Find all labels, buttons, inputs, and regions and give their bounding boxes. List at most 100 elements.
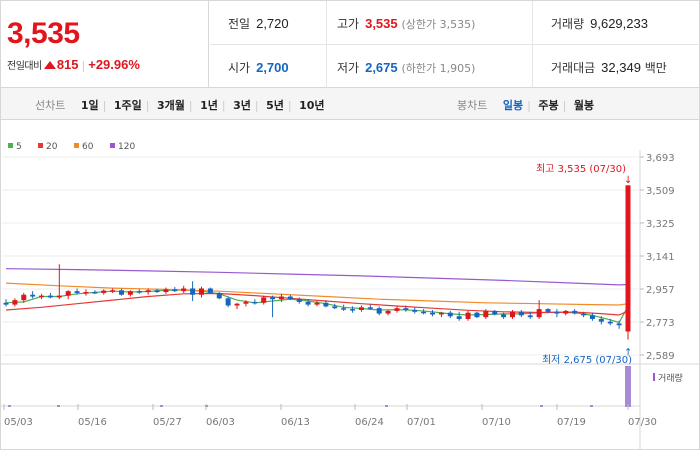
candle-body	[341, 308, 347, 310]
volume-bar	[8, 405, 11, 407]
candle-body	[350, 309, 356, 311]
x-tick-label: 05/16	[78, 417, 107, 428]
period-1y-button[interactable]: 1년	[200, 99, 218, 112]
candle-body	[207, 288, 213, 293]
candle-body	[456, 316, 462, 319]
candle-body	[589, 315, 595, 319]
period-10y-button[interactable]: 10년	[299, 99, 325, 112]
candle-body	[21, 294, 27, 301]
date-axis: 05/03 05/16 05/27 06/03 06/13 06/24 07/01 07/10…	[3, 404, 657, 428]
up-arrow-icon	[43, 61, 56, 69]
chart-gridlines	[0, 150, 700, 450]
candle-body	[492, 310, 498, 315]
candle-body	[101, 290, 107, 293]
candle-body	[119, 290, 125, 295]
candle-monthly-button[interactable]: 월봉	[573, 99, 595, 112]
high-annotation: 최고 3,535 (07/30)	[536, 163, 626, 175]
current-price: 3,535	[7, 17, 80, 50]
legend-label-60: 60	[82, 142, 94, 152]
candle-body	[172, 289, 178, 292]
quote-grid: 전일 2,720 고가 3,535 (상한가 3,535) 거래량 9,629,233…	[210, 1, 700, 88]
legend-swatch-20	[38, 143, 43, 148]
candlesticks	[3, 185, 631, 340]
ma-legend: 5 20 60 120	[8, 142, 135, 152]
grid-divider	[326, 1, 327, 88]
candle-body	[65, 291, 71, 296]
legend-label-120: 120	[118, 142, 135, 152]
y-tick-label: 2,957	[646, 285, 675, 296]
candle-body	[358, 307, 364, 310]
chart-toolbar: 선차트 1일 | 1주일 | 3개월 | 1년 | 3년 | 5년 | 10년 봉차트 일봉…	[0, 88, 700, 120]
candle-body	[92, 292, 98, 294]
candle-weekly-button[interactable]: 주봉	[538, 99, 559, 112]
change-amount: 815	[56, 57, 79, 72]
candle-body	[181, 288, 187, 292]
candle-body	[332, 306, 338, 309]
candle-body	[323, 302, 329, 307]
x-tick-label: 05/27	[153, 417, 182, 428]
period-1w-button[interactable]: 1주일	[113, 99, 142, 112]
candle-body	[243, 301, 249, 304]
candle-body	[394, 308, 400, 311]
divider: |	[81, 59, 86, 72]
quote-low: 저가 2,675 (하한가 1,905)	[337, 60, 476, 75]
x-tick-label: 07/10	[482, 417, 511, 428]
period-3y-button[interactable]: 3년	[233, 99, 251, 112]
x-tick-label: 07/01	[407, 417, 436, 428]
candle-body	[30, 294, 36, 297]
candle-body	[261, 297, 267, 303]
ma-line-20	[5, 292, 629, 316]
candle-body	[225, 298, 231, 306]
ma-line-120	[5, 268, 629, 286]
period-1d-button[interactable]: 1일	[80, 99, 99, 112]
candle-daily-button[interactable]: 일봉	[502, 99, 524, 112]
candle-body	[314, 302, 320, 305]
legend-label-5: 5	[16, 142, 22, 152]
low-annotation: 최저 2,675 (07/30)	[542, 354, 632, 366]
volume-legend-label: 거래량	[658, 372, 683, 384]
candle-body	[501, 314, 507, 318]
candle-body	[56, 295, 62, 298]
candle-body	[430, 312, 436, 315]
legend-label-20: 20	[46, 142, 58, 152]
line-chart-periods: 선차트 1일 | 1주일 | 3개월 | 1년 | 3년 | 5년 | 10년	[35, 97, 329, 113]
legend-swatch-5	[8, 143, 13, 148]
x-tick-label: 06/03	[206, 417, 235, 428]
candle-body	[145, 290, 151, 293]
quote-prev-close: 전일 2,720	[228, 16, 289, 31]
line-chart-title: 선차트	[35, 99, 66, 112]
grid-divider	[210, 44, 700, 45]
x-tick-label: 06/24	[355, 417, 384, 428]
candle-body	[625, 185, 631, 332]
candle-body	[47, 295, 53, 298]
quote-volume: 거래량 9,629,233	[551, 16, 648, 31]
candle-body	[536, 309, 542, 318]
candle-body	[616, 323, 622, 326]
candle-body	[527, 315, 533, 318]
volume-bar	[57, 405, 60, 407]
x-tick-label: 07/19	[557, 417, 586, 428]
candle-body	[483, 310, 489, 318]
period-3m-button[interactable]: 3개월	[157, 99, 185, 112]
candle-body	[367, 307, 373, 309]
candle-body	[296, 299, 302, 302]
candle-body	[127, 291, 133, 295]
x-tick-label: 06/13	[281, 417, 310, 428]
candle-body	[287, 296, 293, 300]
candle-body	[563, 310, 569, 314]
prev-day-label: 전일대비	[7, 61, 42, 72]
candle-body	[252, 301, 258, 304]
moving-average-lines	[5, 268, 629, 324]
candle-body	[234, 303, 240, 306]
candle-body	[39, 295, 45, 298]
quote-trade-value: 거래대금 32,349 백만	[551, 60, 667, 75]
volume-panel: 거래량	[8, 366, 683, 407]
period-5y-button[interactable]: 5년	[266, 99, 284, 112]
y-tick-label: 3,693	[646, 153, 675, 164]
candle-body	[518, 311, 524, 316]
candle-body	[154, 290, 160, 293]
legend-swatch-120	[110, 143, 115, 148]
candle-body	[554, 311, 560, 314]
candle-body	[447, 312, 453, 317]
y-tick-label: 3,509	[646, 186, 675, 197]
